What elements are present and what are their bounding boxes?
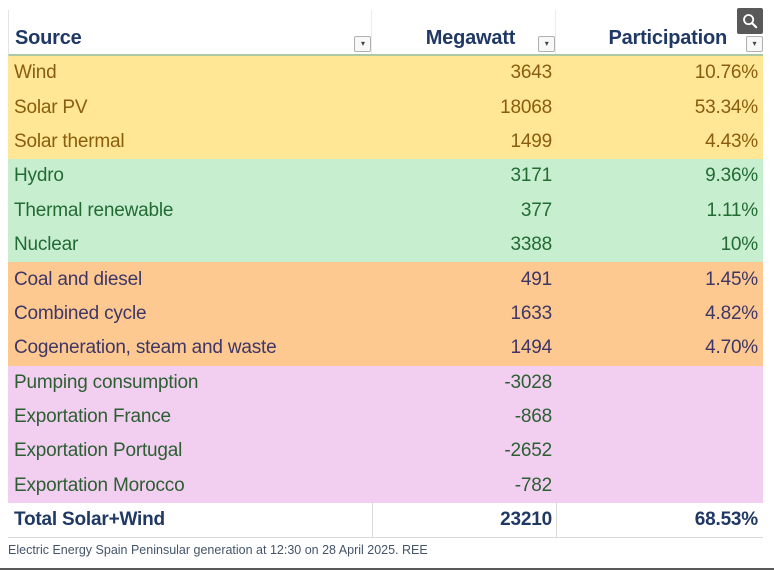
cell-participation[interactable]: 53.34% <box>694 96 758 118</box>
cell-megawatt[interactable]: -2652 <box>504 440 552 462</box>
table-row: Wind 3643 10.76% <box>8 56 763 91</box>
cell-source[interactable]: Hydro <box>14 165 64 187</box>
column-header-megawatt-label: Megawatt <box>425 27 516 49</box>
search-icon <box>743 14 758 29</box>
cell-source[interactable]: Exportation Portugal <box>14 440 183 462</box>
chevron-down-icon: ▾ <box>544 39 549 48</box>
total-source-cell[interactable]: Total Solar+Wind <box>14 509 165 531</box>
cell-source[interactable]: Pumping consumption <box>14 371 199 393</box>
cell-source[interactable]: Solar PV <box>14 96 88 118</box>
cell-source[interactable]: Solar thermal <box>14 130 125 152</box>
filter-dropdown-megawatt[interactable]: ▾ <box>538 36 556 52</box>
chevron-down-icon: ▾ <box>752 39 757 48</box>
table-row: Solar PV 18068 53.34% <box>8 90 763 125</box>
cell-source[interactable]: Cogeneration, steam and waste <box>14 337 277 359</box>
table-row: Nuclear 3388 10% <box>8 227 763 263</box>
table-row: Combined cycle 1633 4.82% <box>8 296 763 332</box>
cell-megawatt[interactable]: 3171 <box>510 165 553 187</box>
column-header-source: Source ▾ <box>9 10 373 54</box>
cell-participation[interactable]: 1.11% <box>706 199 759 221</box>
cell-megawatt[interactable]: 1633 <box>510 302 553 324</box>
cell-source[interactable]: Exportation France <box>14 406 171 428</box>
cell-participation[interactable] <box>556 366 763 400</box>
table-row: Exportation Morocco -782 <box>8 468 763 504</box>
cell-megawatt[interactable]: -868 <box>514 406 552 428</box>
generation-table: Source ▾ Megawatt ▾ Participation ▾ Wind… <box>8 10 763 539</box>
cell-participation[interactable]: 1.45% <box>705 268 758 290</box>
table-row: Exportation France -868 <box>8 399 763 435</box>
cell-megawatt[interactable]: 1499 <box>510 130 553 152</box>
table-row: Cogeneration, steam and waste 1494 4.70% <box>8 331 763 366</box>
cell-megawatt[interactable]: 377 <box>520 199 552 221</box>
filter-dropdown-participation[interactable]: ▾ <box>746 36 763 52</box>
chevron-down-icon: ▾ <box>360 39 365 48</box>
table-header: Source ▾ Megawatt ▾ Participation ▾ <box>8 10 763 56</box>
cell-source[interactable]: Nuclear <box>14 234 79 256</box>
cell-source[interactable]: Exportation Morocco <box>14 474 185 496</box>
table-row: Solar thermal 1499 4.43% <box>8 124 763 160</box>
search-button[interactable] <box>737 8 763 34</box>
cell-participation[interactable]: 4.43% <box>705 130 758 152</box>
cell-participation[interactable]: 4.82% <box>705 302 758 324</box>
cell-megawatt[interactable]: 3643 <box>510 62 553 84</box>
cell-megawatt[interactable]: -3028 <box>504 371 552 393</box>
filter-dropdown-source[interactable]: ▾ <box>354 36 372 52</box>
table-row: Coal and diesel 491 1.45% <box>8 262 763 297</box>
table-row: Exportation Portugal -2652 <box>8 434 763 469</box>
cell-source[interactable]: Coal and diesel <box>14 268 142 290</box>
cell-participation[interactable]: 4.70% <box>705 337 758 359</box>
table-row: Thermal renewable 377 1.11% <box>8 193 763 228</box>
total-participation-cell[interactable]: 68.53% <box>556 503 763 538</box>
cell-participation[interactable]: 9.36% <box>705 165 758 187</box>
cell-participation[interactable] <box>556 400 763 434</box>
cell-source[interactable]: Wind <box>14 62 57 84</box>
cell-participation[interactable] <box>556 434 763 468</box>
column-header-participation: Participation ▾ <box>556 10 763 54</box>
table-row: Hydro 3171 9.36% <box>8 159 763 194</box>
total-row: Total Solar+Wind 23210 68.53% <box>8 503 763 539</box>
cell-source[interactable]: Combined cycle <box>14 302 147 324</box>
column-header-participation-label: Participation <box>608 27 727 49</box>
cell-participation[interactable] <box>556 469 763 503</box>
column-header-megawatt: Megawatt ▾ <box>372 10 557 54</box>
cell-participation[interactable]: 10% <box>720 234 759 256</box>
cell-source[interactable]: Thermal renewable <box>14 199 174 221</box>
column-header-source-label: Source <box>15 27 82 49</box>
cell-megawatt[interactable]: 491 <box>520 268 552 290</box>
table-caption: Electric Energy Spain Peninsular generat… <box>8 543 428 557</box>
cell-megawatt[interactable]: -782 <box>514 474 552 496</box>
cell-participation[interactable]: 10.76% <box>694 62 758 84</box>
table-row: Pumping consumption -3028 <box>8 365 763 400</box>
window-bottom-edge <box>0 568 774 570</box>
total-megawatt-cell[interactable]: 23210 <box>372 503 556 538</box>
cell-megawatt[interactable]: 1494 <box>510 337 553 359</box>
cell-megawatt[interactable]: 18068 <box>500 96 552 118</box>
cell-megawatt[interactable]: 3388 <box>510 234 553 256</box>
